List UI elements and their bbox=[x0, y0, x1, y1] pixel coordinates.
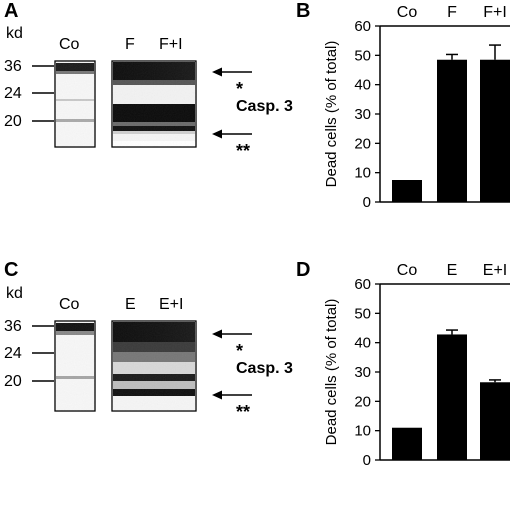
panel-c-lane-2: E+I bbox=[159, 296, 183, 313]
y-tick-label: 50 bbox=[354, 47, 371, 64]
panel-a: A kd 36 24 20 Co F F+I bbox=[4, 0, 293, 161]
panel-d: D 0 10 20 30 40 50 60 Dead cells (% of total) Co… bbox=[296, 259, 510, 469]
panel-c-marker-20: 20 bbox=[4, 373, 22, 390]
category-label: Co bbox=[397, 4, 418, 21]
panel-c-marker-24: 24 bbox=[4, 345, 22, 362]
bar-co bbox=[392, 427, 422, 460]
panel-c-treated-blot bbox=[111, 320, 197, 412]
y-tick-label: 10 bbox=[354, 423, 371, 440]
y-axis-label: Dead cells (% of total) bbox=[323, 41, 340, 188]
y-tick-label: 40 bbox=[354, 335, 371, 352]
panel-a-lane-co: Co bbox=[59, 36, 80, 53]
y-tick-label: 60 bbox=[354, 18, 371, 35]
panel-c-letter: C bbox=[4, 259, 18, 281]
bar-f-plus-i bbox=[480, 59, 510, 202]
panel-a-marker-24: 24 bbox=[4, 85, 22, 102]
panel-c-lower-arrowhead bbox=[212, 390, 222, 400]
panel-c-control-blot bbox=[54, 320, 96, 412]
bar-f bbox=[437, 59, 467, 202]
bar-e bbox=[437, 334, 467, 460]
y-tick-label: 0 bbox=[363, 452, 371, 469]
panel-a-marker-36: 36 bbox=[4, 58, 22, 75]
panel-b: B 0 10 20 30 40 50 60 Dead cells (% of total) Co… bbox=[296, 0, 510, 211]
chart-b: 0 10 20 30 40 50 60 Dead cells (% of total) Co F F… bbox=[323, 4, 510, 211]
bar-e-plus-i bbox=[480, 382, 510, 460]
bar-co bbox=[392, 180, 422, 202]
panel-a-control-blot bbox=[54, 60, 96, 148]
panel-a-upper-arrowhead bbox=[212, 67, 222, 77]
panel-c-kd-label: kd bbox=[6, 285, 23, 302]
panel-c-protein-label: Casp. 3 bbox=[236, 360, 293, 377]
panel-c-marker-36: 36 bbox=[4, 318, 22, 335]
category-label: F+I bbox=[483, 4, 507, 21]
y-tick-label: 30 bbox=[354, 364, 371, 381]
panel-a-star-lower: ** bbox=[236, 141, 250, 161]
y-tick-label: 40 bbox=[354, 77, 371, 94]
y-tick-label: 60 bbox=[354, 276, 371, 293]
y-tick-label: 30 bbox=[354, 106, 371, 123]
category-label: Co bbox=[397, 262, 418, 279]
panel-a-treated-blot bbox=[111, 60, 197, 148]
panel-a-lane-2: F+I bbox=[159, 36, 183, 53]
y-tick-label: 20 bbox=[354, 393, 371, 410]
panel-c-star-lower: ** bbox=[236, 402, 250, 422]
category-label: E bbox=[447, 262, 458, 279]
panel-c-star-upper: * bbox=[236, 341, 243, 361]
panel-a-lane-1: F bbox=[125, 36, 135, 53]
panel-a-letter: A bbox=[4, 0, 18, 22]
chart-d: 0 10 20 30 40 50 60 Dead cells (% of total) Co E E… bbox=[323, 262, 510, 469]
panel-c-lane-1: E bbox=[125, 296, 136, 313]
panel-a-kd-label: kd bbox=[6, 25, 23, 42]
panel-c: C kd 36 24 20 Co E E+I bbox=[4, 259, 293, 422]
panel-c-upper-arrowhead bbox=[212, 329, 222, 339]
y-tick-label: 50 bbox=[354, 305, 371, 322]
panel-a-marker-20: 20 bbox=[4, 113, 22, 130]
panel-b-letter: B bbox=[296, 0, 310, 22]
panel-a-lower-arrowhead bbox=[212, 129, 222, 139]
category-label: F bbox=[447, 4, 457, 21]
panel-a-star-upper: * bbox=[236, 79, 243, 99]
y-tick-label: 0 bbox=[363, 194, 371, 211]
panel-a-protein-label: Casp. 3 bbox=[236, 98, 293, 115]
panel-d-letter: D bbox=[296, 259, 310, 281]
category-label: E+I bbox=[483, 262, 507, 279]
y-tick-label: 10 bbox=[354, 165, 371, 182]
panel-c-lane-co: Co bbox=[59, 296, 80, 313]
y-axis-label: Dead cells (% of total) bbox=[323, 299, 340, 446]
y-tick-label: 20 bbox=[354, 135, 371, 152]
